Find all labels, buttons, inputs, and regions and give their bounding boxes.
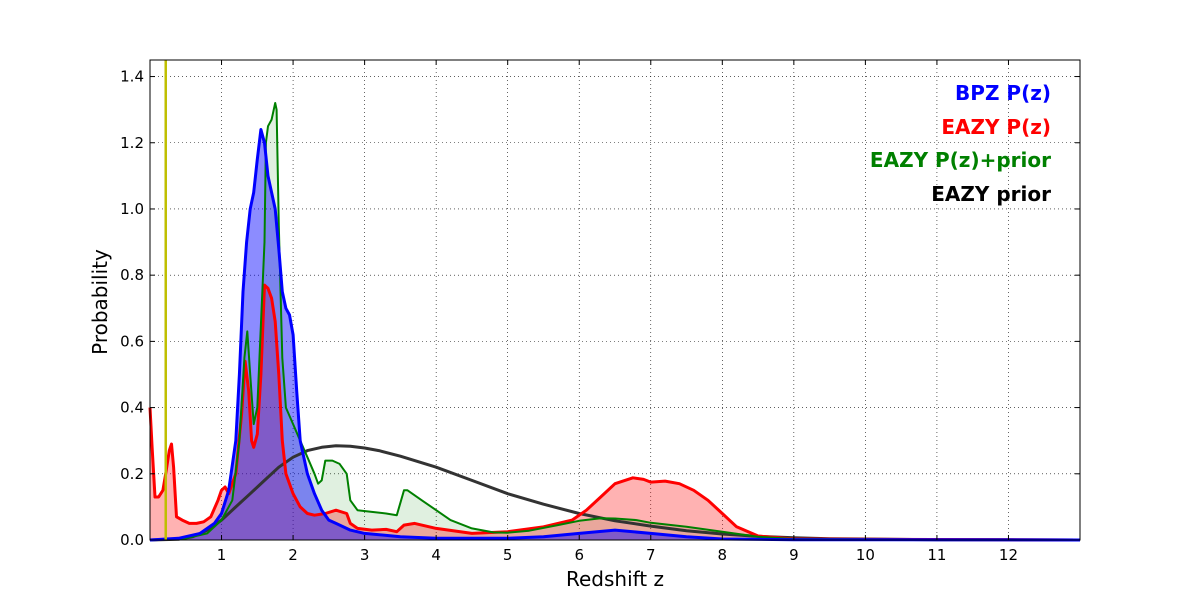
x-axis-title: Redshift z — [566, 567, 664, 591]
tick-layer: 1 2 3 4 5 6 7 8 9 10 11 120.00.20.40.60.81.01.21.4 — [120, 60, 1080, 564]
x-tick-label: 5 — [503, 546, 513, 564]
x-tick-label: 1 — [217, 546, 227, 564]
x-tick-label: 10 — [856, 546, 875, 564]
x-tick-label: 6 — [574, 546, 584, 564]
legend: BPZ P(z) EAZY P(z) EAZY P(z)+prior EAZY … — [870, 81, 1051, 206]
x-tick-label: 8 — [718, 546, 728, 564]
x-tick-label: 4 — [431, 546, 441, 564]
x-tick-label: 9 — [789, 546, 799, 564]
y-tick-label: 0.4 — [120, 399, 144, 417]
series-line-eazy-p-z-prior — [149, 102, 1081, 541]
legend-entry-eazy: EAZY P(z) — [941, 115, 1051, 139]
y-tick-label: 0.2 — [120, 465, 144, 483]
series-line-bpz-p-z — [149, 128, 1081, 542]
y-tick-label: 1.4 — [120, 68, 144, 86]
legend-entry-bpz: BPZ P(z) — [955, 81, 1051, 105]
x-tick-label: 11 — [927, 546, 946, 564]
y-tick-label: 1.2 — [120, 134, 144, 152]
y-tick-label: 0.0 — [120, 531, 144, 549]
y-axis-title: Probability — [88, 249, 112, 355]
legend-entry-eazy-prior-combined: EAZY P(z)+prior — [870, 148, 1051, 172]
x-tick-label: 7 — [646, 546, 656, 564]
axes-frame — [149, 59, 1081, 541]
x-tick-label: 2 — [288, 546, 298, 564]
x-tick-label: 3 — [360, 546, 370, 564]
series-area-eazy-p-z-prior — [150, 103, 1080, 540]
y-tick-label: 0.6 — [120, 332, 144, 350]
y-tick-label: 0.8 — [120, 266, 144, 284]
series-area-eazy-p-z — [150, 285, 1080, 540]
grid-layer — [150, 60, 1080, 540]
series-line-eazy-p-z — [148, 283, 1081, 542]
legend-entry-eazy-prior: EAZY prior — [931, 182, 1051, 206]
line-layer — [148, 102, 1081, 542]
x-tick-label: 12 — [999, 546, 1018, 564]
y-tick-label: 1.0 — [120, 200, 144, 218]
